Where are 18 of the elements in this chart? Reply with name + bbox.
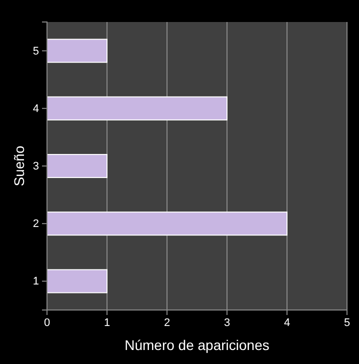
x-tick-label: 0 <box>44 316 50 329</box>
x-axis-title: Número de apariciones <box>124 337 270 353</box>
y-tick-label: 2 <box>32 218 39 230</box>
bar <box>46 96 228 120</box>
bar <box>46 38 108 63</box>
bar <box>46 269 108 294</box>
x-tick-label: 1 <box>104 316 110 329</box>
y-tick-label: 1 <box>32 276 39 288</box>
bar <box>46 154 108 178</box>
y-tick-label: 5 <box>32 45 39 58</box>
y-axis-title: Sueño <box>11 146 27 186</box>
x-tick-label: 2 <box>164 316 170 329</box>
x-tick-label: 5 <box>344 316 350 329</box>
x-tick-label: 3 <box>224 316 230 329</box>
bar <box>46 212 288 236</box>
y-tick-label: 3 <box>32 160 39 173</box>
x-tick-label: 4 <box>284 316 290 329</box>
y-tick-label: 4 <box>32 102 39 115</box>
